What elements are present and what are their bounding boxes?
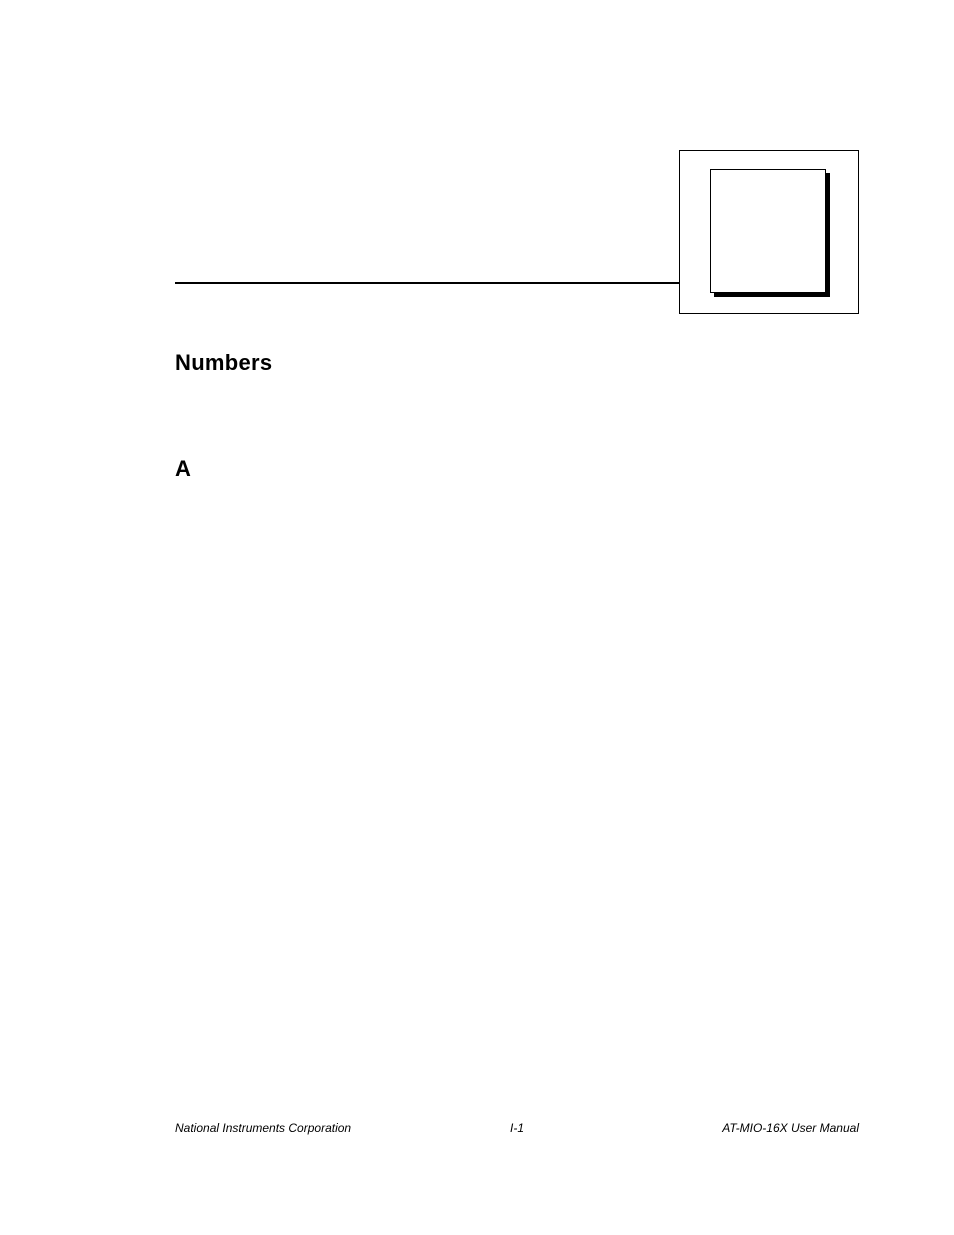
index-icon-box-outer — [679, 150, 859, 314]
section-heading-a: A — [175, 456, 859, 482]
footer-left: National Instruments Corporation — [175, 1121, 351, 1135]
content-area: Numbers A — [175, 350, 859, 482]
footer-center: I-1 — [510, 1121, 524, 1135]
footer-right: AT-MIO-16X User Manual — [722, 1121, 859, 1135]
header-section — [175, 150, 859, 310]
index-icon-box-inner — [710, 169, 826, 293]
section-heading-numbers: Numbers — [175, 350, 859, 376]
horizontal-rule — [175, 282, 679, 284]
page-footer: National Instruments Corporation I-1 AT-… — [175, 1121, 859, 1135]
page: Numbers A National Instruments Corporati… — [0, 0, 954, 1235]
